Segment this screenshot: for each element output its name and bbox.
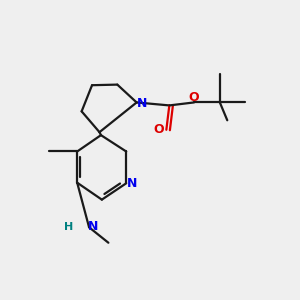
Text: N: N	[87, 220, 98, 233]
Text: N: N	[127, 177, 137, 190]
Text: O: O	[153, 123, 164, 136]
Text: O: O	[188, 91, 199, 103]
Text: N: N	[137, 98, 147, 110]
Text: H: H	[64, 222, 73, 232]
